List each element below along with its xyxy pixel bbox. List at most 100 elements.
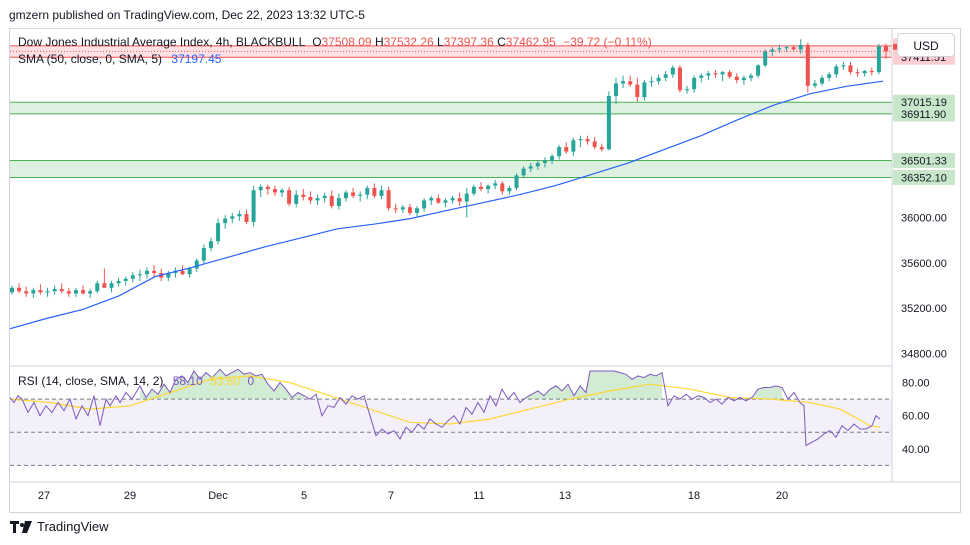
high-value: 37532.26 — [383, 35, 434, 49]
candle — [635, 77, 640, 102]
candle — [450, 195, 455, 204]
candle-body — [834, 66, 839, 75]
candle-body — [102, 283, 107, 288]
candle-body — [535, 162, 540, 167]
candle — [358, 191, 363, 202]
support-zone-lower — [10, 160, 892, 178]
rsi-overbought-fill — [638, 375, 644, 400]
candle — [10, 285, 14, 295]
rsi-overbought-fill — [550, 385, 556, 400]
low-value: 37397.36 — [443, 35, 494, 49]
price-label-box — [893, 153, 955, 169]
sma-label: SMA (50, close, 0, SMA, 5) — [18, 52, 163, 66]
candle-body — [855, 72, 860, 74]
candle-body — [287, 190, 292, 204]
candle-body — [322, 195, 327, 199]
candle-body — [237, 214, 242, 217]
candle-body — [73, 290, 78, 294]
candle — [336, 193, 341, 210]
rsi-overbought-fill — [220, 369, 226, 400]
rsi-ma-value: 53.60 — [210, 374, 241, 388]
candle — [152, 265, 157, 277]
candle — [670, 65, 675, 78]
candle — [386, 186, 391, 211]
candle-body — [635, 84, 640, 98]
candle-body — [10, 287, 14, 293]
candle — [528, 162, 533, 173]
candle-body — [713, 73, 718, 75]
candle — [592, 136, 597, 150]
candle-body — [81, 290, 86, 294]
rsi-overbought-fill — [262, 374, 268, 400]
candle-body — [756, 65, 761, 76]
candle-body — [564, 147, 569, 152]
candle — [478, 182, 483, 192]
candle — [599, 143, 604, 152]
candle-body — [379, 190, 384, 196]
rsi-overbought-fill — [244, 372, 250, 400]
time-tick-label: 29 — [124, 490, 136, 502]
candle — [748, 73, 753, 82]
candle-body — [152, 270, 157, 274]
candle-body — [706, 73, 711, 76]
candle-body — [884, 46, 888, 52]
rsi-overbought-fill — [614, 370, 620, 400]
time-tick-label: 27 — [38, 490, 50, 502]
candle — [884, 43, 888, 59]
candle — [237, 210, 242, 221]
rsi-pane: 40.00 60.00 80.00 — [9, 365, 930, 466]
candle — [59, 283, 64, 294]
candle — [578, 135, 583, 148]
candle-body — [301, 194, 306, 197]
candle-body — [486, 185, 491, 190]
candle-body — [393, 208, 398, 210]
price-label: 36911.90 — [901, 109, 946, 121]
price-label: 36352.10 — [901, 172, 947, 184]
candle-body — [820, 77, 825, 84]
currency-button[interactable]: USD — [897, 33, 955, 57]
candle-body — [578, 139, 583, 141]
candle — [351, 187, 356, 199]
candle — [308, 191, 313, 204]
candle — [763, 49, 768, 68]
candle — [557, 144, 562, 160]
candle-body — [542, 160, 547, 163]
candle — [436, 194, 441, 204]
candle — [407, 203, 412, 216]
rsi-label: RSI (14, close, SMA, 14, 2) — [18, 374, 164, 388]
price-tick-label: 35200.00 — [901, 303, 947, 315]
candle-body — [628, 81, 633, 85]
price-tick-label: 35600.00 — [901, 258, 947, 270]
candle — [66, 287, 71, 297]
candle — [166, 270, 171, 281]
candle — [258, 184, 263, 197]
rsi-overbought-fill — [758, 387, 764, 400]
price-tick-label: 36000.00 — [901, 212, 947, 224]
candlestick-series — [10, 39, 888, 299]
rsi-overbought-fill — [556, 385, 562, 400]
candle — [379, 185, 384, 200]
candle — [443, 198, 448, 208]
time-tick-label: 5 — [301, 490, 307, 502]
candle-body — [862, 71, 867, 74]
candle — [457, 192, 462, 207]
candle-body — [343, 192, 348, 199]
candle — [265, 184, 270, 195]
sma-series — [9, 80, 884, 330]
candle-body — [585, 139, 590, 142]
candle — [329, 190, 334, 209]
time-tick-label: 13 — [559, 490, 571, 502]
candle-body — [280, 190, 285, 193]
low-label: L — [437, 35, 444, 49]
candle-body — [734, 76, 739, 81]
rsi-overbought-fill — [620, 372, 626, 400]
candle-body — [130, 275, 135, 279]
candle-body — [606, 95, 611, 150]
candle-body — [109, 283, 114, 288]
candle-body — [180, 270, 185, 275]
candle-body — [17, 287, 22, 292]
candle — [663, 71, 668, 82]
candle-body — [741, 77, 746, 81]
candle — [869, 67, 874, 76]
